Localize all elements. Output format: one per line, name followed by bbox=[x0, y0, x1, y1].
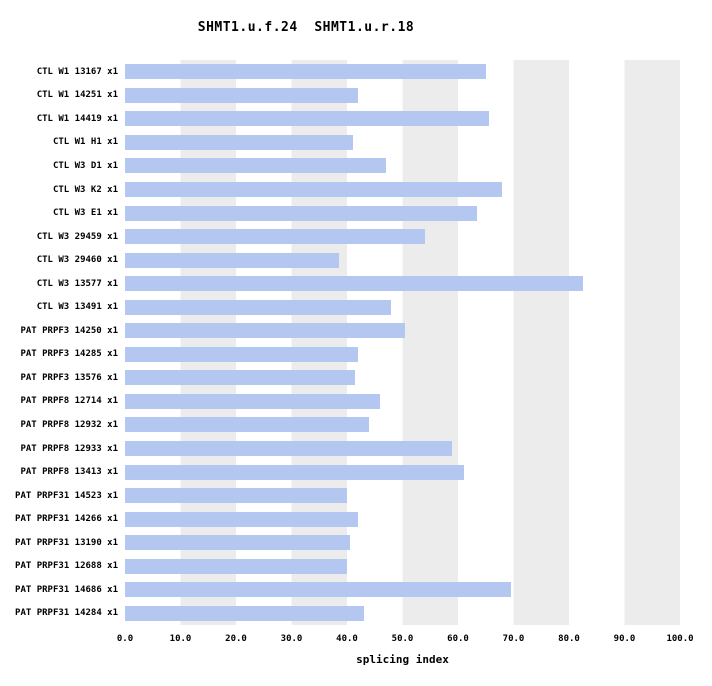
bar bbox=[125, 535, 350, 551]
bar bbox=[125, 558, 347, 574]
bar bbox=[125, 182, 503, 197]
bar bbox=[125, 323, 406, 339]
bars-area bbox=[125, 60, 680, 625]
bar-row bbox=[125, 484, 680, 508]
bar-row bbox=[125, 107, 680, 131]
category-label: CTL W3 E1 x1 bbox=[52, 208, 118, 219]
bar bbox=[125, 511, 359, 527]
bar bbox=[125, 393, 381, 409]
bar-row bbox=[125, 295, 680, 319]
category-label: PAT PRPF31 14523 x1 bbox=[15, 490, 118, 501]
category-label: PAT PRPF3 14250 x1 bbox=[20, 325, 118, 336]
category-label: CTL W3 29460 x1 bbox=[36, 255, 118, 266]
bar bbox=[125, 229, 425, 245]
x-axis: 0.0 10.0 20.0 30.0 40.0 50.0 60.0 70.0 80.0 90.0 1… bbox=[117, 634, 694, 648]
bar bbox=[125, 370, 356, 386]
bar-row bbox=[125, 366, 680, 390]
bar-row bbox=[125, 554, 680, 578]
category-label: CTL W3 13491 x1 bbox=[36, 302, 118, 313]
bar-row bbox=[125, 272, 680, 296]
plot-area bbox=[125, 60, 680, 625]
category-label: PAT PRPF8 12932 x1 bbox=[20, 419, 118, 430]
bar bbox=[125, 299, 392, 315]
category-label: PAT PRPF8 12714 x1 bbox=[20, 396, 118, 407]
category-label: CTL W3 13577 x1 bbox=[36, 278, 118, 289]
bar bbox=[125, 205, 478, 221]
bar-row bbox=[125, 131, 680, 155]
x-tick-label: 80.0 bbox=[558, 634, 580, 644]
x-tick-label: 70.0 bbox=[502, 634, 525, 644]
bar bbox=[125, 276, 583, 292]
category-label: PAT PRPF31 12688 x1 bbox=[15, 561, 118, 572]
bar bbox=[125, 134, 353, 150]
bar-row bbox=[125, 319, 680, 343]
bar-row bbox=[125, 178, 680, 202]
category-label: PAT PRPF31 14284 x1 bbox=[15, 608, 118, 619]
category-labels-column: CTL W1 13167 x1 CTL W1 14251 x1 CTL W1 144… bbox=[0, 60, 118, 625]
category-label: CTL W3 29459 x1 bbox=[36, 231, 118, 242]
category-label: PAT PRPF31 14266 x1 bbox=[15, 514, 118, 525]
bar bbox=[125, 417, 370, 433]
x-tick-label: 0.0 bbox=[116, 634, 134, 644]
category-label: PAT PRPF3 14285 x1 bbox=[20, 349, 118, 360]
bar bbox=[125, 64, 486, 80]
bar bbox=[125, 582, 511, 598]
bar-row bbox=[125, 390, 680, 414]
bar-row bbox=[125, 154, 680, 178]
x-tick-label: 60.0 bbox=[447, 634, 469, 644]
category-label: CTL W1 13167 x1 bbox=[36, 66, 118, 77]
bar-row bbox=[125, 60, 680, 84]
x-tick-label: 100.0 bbox=[666, 634, 694, 644]
bar-row bbox=[125, 201, 680, 225]
category-label: CTL W1 14419 x1 bbox=[36, 113, 118, 124]
chart-title: SHMT1.u.f.24 SHMT1.u.r.18 bbox=[197, 20, 415, 35]
category-label: PAT PRPF31 13190 x1 bbox=[15, 537, 118, 548]
x-tick-label: 20.0 bbox=[225, 634, 247, 644]
bar-row bbox=[125, 531, 680, 555]
bar-row bbox=[125, 578, 680, 602]
x-tick-label: 10.0 bbox=[169, 634, 192, 644]
x-axis-label: splicing index bbox=[356, 653, 449, 666]
bar-row bbox=[125, 343, 680, 367]
bar bbox=[125, 441, 453, 457]
bar-row bbox=[125, 460, 680, 484]
category-label: CTL W3 D1 x1 bbox=[52, 160, 118, 171]
x-tick-label: 30.0 bbox=[280, 634, 303, 644]
x-tick-label: 40.0 bbox=[336, 634, 358, 644]
bar bbox=[125, 158, 386, 174]
bar-row bbox=[125, 602, 680, 626]
category-label: CTL W1 H1 x1 bbox=[52, 137, 118, 148]
bar-row bbox=[125, 507, 680, 531]
bar bbox=[125, 605, 364, 621]
bar bbox=[125, 87, 359, 103]
category-label: CTL W1 14251 x1 bbox=[36, 90, 118, 101]
category-label: PAT PRPF8 12933 x1 bbox=[20, 443, 118, 454]
bar-row bbox=[125, 248, 680, 272]
category-label: CTL W3 K2 x1 bbox=[52, 184, 118, 195]
bar bbox=[125, 252, 339, 268]
category-label: PAT PRPF31 14686 x1 bbox=[15, 584, 118, 595]
bar bbox=[125, 346, 359, 362]
bar-row bbox=[125, 84, 680, 108]
bar-row bbox=[125, 225, 680, 249]
bar-row bbox=[125, 413, 680, 437]
x-tick-label: 50.0 bbox=[391, 634, 414, 644]
bar-row bbox=[125, 437, 680, 461]
x-tick-label: 90.0 bbox=[613, 634, 636, 644]
bar bbox=[125, 464, 464, 480]
bar bbox=[125, 488, 347, 504]
category-label: PAT PRPF3 13576 x1 bbox=[20, 372, 118, 383]
bar bbox=[125, 111, 489, 127]
category-label: PAT PRPF8 13413 x1 bbox=[20, 467, 118, 478]
